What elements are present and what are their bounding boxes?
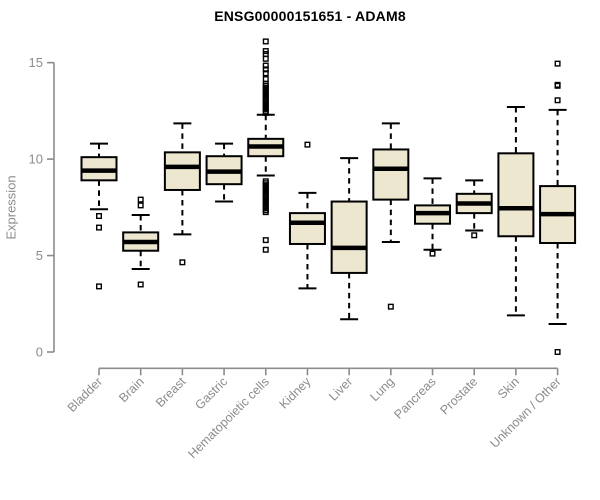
box-kidney [288, 212, 326, 245]
outlier-point-prostate [471, 232, 478, 239]
x-tick-label-prostate: Prostate [438, 374, 481, 417]
x-tick-label-brain: Brain [116, 374, 147, 405]
outlier-point-hematopoietic-cells [262, 246, 269, 253]
x-tick-label-kidney: Kidney [277, 374, 314, 411]
x-tick-label-gastric: Gastric [192, 375, 230, 413]
outlier-point-brain [137, 202, 144, 209]
x-tick-label-breast: Breast [153, 374, 189, 410]
x-tick-label-lung: Lung [367, 374, 397, 404]
x-tick-label-liver: Liver [326, 375, 355, 404]
outlier-point-hematopoietic-cells [262, 237, 269, 244]
y-tick-label: 15 [29, 55, 43, 70]
y-tick-label: 0 [36, 345, 43, 360]
outlier-point-hematopoietic-cells [262, 76, 269, 83]
chart-title: ENSG00000151651 - ADAM8 [214, 8, 406, 24]
outlier-point-bladder [95, 283, 102, 290]
outlier-point-breast [179, 259, 186, 266]
outlier-point-brain [137, 196, 144, 203]
outlier-point-unknown-other [554, 97, 561, 104]
outlier-point-bladder [95, 213, 102, 220]
outlier-point-hematopoietic-cells [262, 66, 269, 73]
x-tick-label-unknown-other: Unknown / Other [487, 375, 563, 451]
outlier-point-hematopoietic-cells [262, 62, 269, 69]
x-tick-label-skin: Skin [495, 374, 522, 401]
x-tick-label-bladder: Bladder [65, 375, 105, 415]
outlier-point-bladder [95, 224, 102, 231]
y-tick-label: 5 [36, 248, 43, 263]
outlier-point-kidney [304, 141, 311, 148]
outlier-point-hematopoietic-cells [262, 38, 269, 45]
outlier-point-hematopoietic-cells [262, 55, 269, 62]
box-skin [497, 152, 535, 238]
outlier-point-pancreas [429, 250, 436, 257]
outlier-point-unknown-other [554, 60, 561, 67]
x-tick-label-hematopoietic-cells: Hematopoietic cells [185, 375, 272, 462]
x-tick-label-pancreas: Pancreas [391, 375, 438, 422]
box-liver [330, 200, 368, 274]
box-lung [372, 148, 410, 201]
outlier-point-unknown-other [554, 349, 561, 356]
outlier-point-hematopoietic-cells [262, 70, 269, 77]
outlier-point-lung [387, 303, 394, 310]
outlier-point-brain [137, 281, 144, 288]
outlier-point-hematopoietic-cells [262, 209, 269, 216]
box-breast [163, 151, 201, 191]
outlier-point-unknown-other [554, 82, 561, 89]
outlier-point-hematopoietic-cells [262, 109, 269, 116]
y-tick-label: 10 [29, 152, 43, 167]
